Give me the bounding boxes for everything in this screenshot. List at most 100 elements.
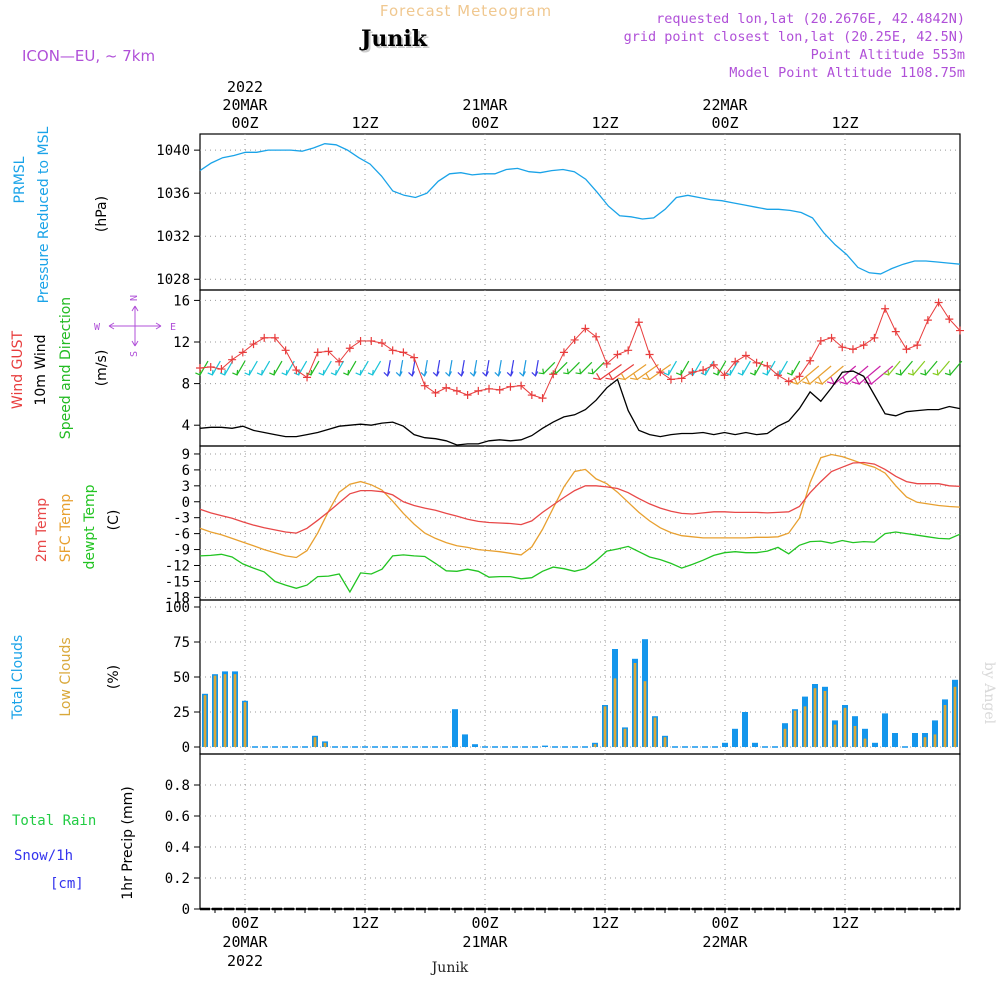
gust-marker	[602, 359, 611, 368]
low-cloud-bar	[823, 691, 827, 747]
wind-direction-arrow-head	[232, 369, 239, 376]
gust-marker	[356, 336, 365, 345]
wind-direction-arrow-head	[932, 369, 939, 376]
gust-marker	[324, 347, 333, 356]
gust-marker	[581, 324, 590, 333]
cloud-label-low: Low Clouds	[58, 637, 74, 716]
bottom-date-label: 21MAR	[462, 933, 508, 951]
gust-marker	[549, 370, 558, 379]
wind-direction-arrow-head	[482, 371, 489, 377]
total-cloud-bar	[872, 742, 878, 747]
sfc-temp-line	[199, 453, 961, 559]
low-cloud-bar	[643, 681, 647, 747]
bottom-year-label: 2022	[227, 952, 263, 970]
wind-direction-arrow	[692, 360, 702, 376]
wind-direction-arrow	[912, 360, 926, 376]
wind-direction-arrow-head	[851, 376, 861, 385]
gust-marker	[934, 298, 943, 307]
wind10m-line	[199, 370, 961, 446]
wind-direction-arrow	[555, 361, 568, 375]
wind-direction-arrow	[796, 365, 820, 385]
grid-point: grid point closest lon,lat (20.25E, 42.5…	[624, 29, 965, 45]
low-cloud-bar	[323, 742, 327, 747]
low-cloud-bar	[843, 707, 847, 747]
low-cloud-bar	[783, 728, 787, 747]
low-cloud-bar	[233, 674, 237, 747]
wind-label-direction: Speed and Direction	[58, 297, 74, 439]
gust-marker	[228, 355, 237, 364]
low-cloud-bar	[663, 737, 667, 747]
y-tick-label: -18	[165, 590, 190, 606]
wind-direction-arrow	[522, 360, 527, 376]
gust-marker	[570, 335, 579, 344]
y-tick-label: 75	[173, 635, 190, 651]
wind-direction-arrow-head	[587, 368, 594, 375]
wind-direction-arrow-head	[318, 369, 325, 376]
gust-marker	[752, 358, 761, 367]
wind-direction-arrow-head	[789, 376, 799, 385]
wind-direction-arrow	[741, 360, 751, 376]
gust-marker	[816, 336, 825, 345]
gust-marker	[260, 333, 269, 342]
low-cloud-bar	[853, 726, 857, 747]
wind-direction-arrow	[567, 361, 580, 375]
bottom-hour-label: 12Z	[351, 914, 378, 932]
wind-direction-arrow	[261, 360, 271, 376]
y-tick-label: 1040	[156, 143, 190, 159]
gust-marker	[527, 391, 536, 400]
gust-marker	[709, 360, 718, 369]
wind-direction-arrow-head	[269, 369, 276, 376]
temp-unit: (C)	[106, 510, 122, 531]
gust-marker	[538, 394, 547, 403]
wind-direction-arrow-head	[506, 371, 514, 377]
compass-west: W	[94, 322, 101, 333]
wind-direction-arrow	[347, 360, 357, 376]
gust-marker	[485, 384, 494, 393]
wind-direction-arrow	[766, 360, 776, 376]
top-hour-label: 12Z	[591, 114, 618, 132]
gust-marker	[891, 327, 900, 336]
wind-direction-arrow	[335, 360, 345, 376]
gust-marker	[720, 371, 729, 380]
total-cloud-bar	[722, 742, 728, 747]
model-label: ICON—EU, ~ 7km	[22, 47, 155, 65]
wind-direction-arrow-head	[367, 369, 374, 376]
low-cloud-bar	[593, 744, 597, 747]
wind-direction-arrow	[809, 365, 832, 385]
total-cloud-bar	[472, 744, 478, 747]
wind-direction-arrow	[510, 360, 515, 376]
cloud-unit: (%)	[106, 665, 122, 689]
location-title-shadow: Junik	[361, 28, 430, 54]
wind-direction-arrow	[534, 360, 539, 376]
wind-direction-arrow	[729, 360, 739, 376]
top-hour-label: 12Z	[831, 114, 858, 132]
bottom-date-label: 22MAR	[702, 933, 748, 951]
y-tick-label: 9	[182, 447, 190, 463]
wind-direction-arrow-head	[395, 371, 403, 377]
wind-direction-arrow-head	[408, 371, 415, 377]
low-cloud-bar	[803, 706, 807, 747]
top-year-label: 2022	[227, 78, 263, 96]
wind-direction-arrow-head	[531, 371, 539, 377]
wind-direction-arrow-head	[281, 369, 288, 376]
low-cloud-bar	[213, 675, 217, 747]
dewpt-line	[199, 531, 961, 594]
gust-marker	[442, 383, 451, 392]
total-cloud-bar	[752, 742, 758, 747]
wind-direction-arrow	[821, 365, 844, 385]
wind-direction-arrow-head	[563, 368, 569, 375]
wind-direction-arrow	[900, 360, 913, 376]
wind-direction-arrow-head	[593, 372, 602, 381]
bottom-hour-label: 12Z	[591, 914, 618, 932]
wind-direction-arrow-head	[802, 376, 811, 385]
gust-marker	[281, 346, 290, 355]
wind-direction-arrow-head	[605, 372, 614, 381]
wind-direction-arrow-head	[383, 371, 391, 377]
gust-marker	[634, 318, 643, 327]
y-tick-label: 0.6	[165, 809, 190, 825]
wind-direction-arrow	[460, 360, 465, 376]
gust-marker	[206, 362, 215, 371]
gust-marker	[303, 373, 312, 382]
gust-marker	[945, 315, 954, 324]
